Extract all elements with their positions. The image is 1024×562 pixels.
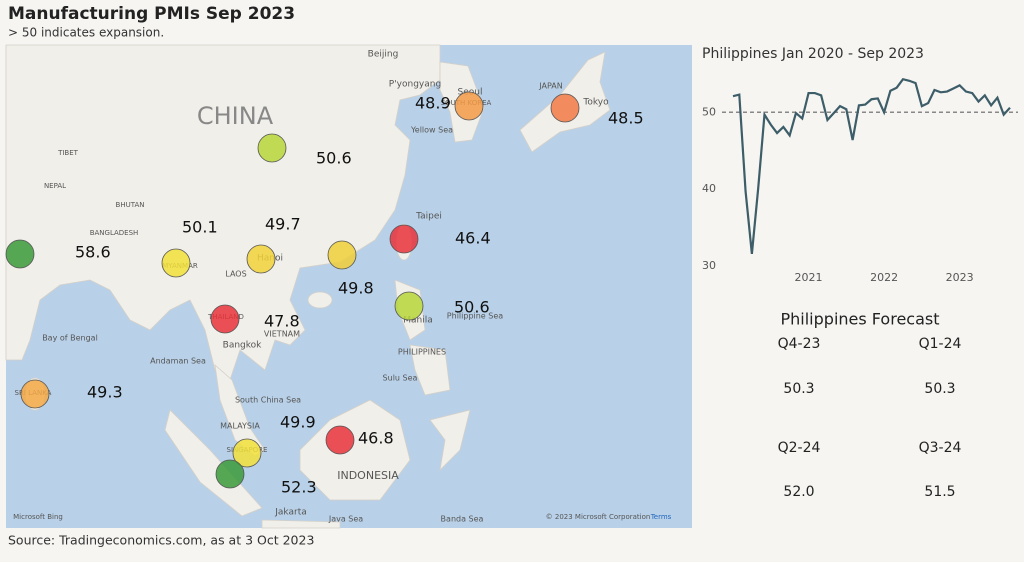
line-chart-title: Philippines Jan 2020 - Sep 2023 [702,46,924,62]
bubble-label: 48.9 [415,94,451,113]
map-label: BHUTAN [116,201,145,209]
bubble-label: 50.6 [316,149,352,168]
forecast-value: 52.0 [783,484,814,500]
map-label: South China Sea [235,396,301,405]
forecast-period: Q4-23 [778,336,821,352]
map-label: Yellow Sea [410,126,453,135]
bubble-label: 49.9 [280,413,316,432]
bubble [161,248,191,278]
forecast-period: Q2-24 [778,440,821,456]
map-label: P'yongyang [389,80,441,90]
bubble [550,93,580,123]
forecast-title: Philippines Forecast [781,310,940,329]
map-label: Taipei [415,212,442,222]
y-tick-label: 30 [702,259,716,272]
bubble-label: 50.1 [182,218,218,237]
forecast-value: 50.3 [783,381,814,397]
map-label: NEPAL [44,182,66,190]
bubble [246,244,276,274]
map-label: Banda Sea [441,515,484,524]
line [732,77,1011,254]
map-label: INDONESIA [337,469,399,482]
bubble-label: 49.8 [338,279,374,298]
forecast-period: Q3-24 [919,440,962,456]
map-label: Beijing [368,50,399,60]
bubble [327,240,357,270]
map-label: Terms [650,513,672,521]
map-label: Bangkok [223,341,263,351]
forecast-value: 51.5 [924,484,955,500]
bubble [215,459,245,489]
title: Manufacturing PMIs Sep 2023 [8,4,295,24]
map-label: VIETNAM [264,330,300,339]
subtitle: > 50 indicates expansion. [8,26,164,40]
bubble-label: 46.4 [455,229,491,248]
bubble [394,291,424,321]
forecast-value: 50.3 [924,381,955,397]
map-label: MALAYSIA [220,422,260,431]
map-label: Tokyo [582,98,609,108]
bubble-label: 52.3 [281,478,317,497]
map-label: TIBET [57,149,79,157]
map-label: Andaman Sea [150,357,206,366]
bubble [389,224,419,254]
map-label: Java Sea [328,515,363,524]
bubble-label: 48.5 [608,109,644,128]
map-label: © 2023 Microsoft Corporation [546,513,651,521]
bubble [20,379,50,409]
map-label: CHINA [197,102,274,130]
map-label: Jakarta [274,508,306,518]
x-tick-label: 2021 [795,271,823,284]
bubble [257,133,287,163]
map-label: Philippine Sea [447,312,503,321]
x-tick-label: 2023 [946,271,974,284]
bubble [210,304,240,334]
bubble [325,425,355,455]
map-label: PHILIPPINES [398,348,446,357]
bubble [454,91,484,121]
x-tick-label: 2022 [870,271,898,284]
bubble [232,438,262,468]
map-label: Manila [403,316,433,326]
y-tick-label: 50 [702,105,716,118]
bubble-label: 46.8 [358,429,394,448]
map-label: Bay of Bengal [42,334,98,343]
y-tick-label: 40 [702,182,716,195]
bubble [5,239,35,269]
map-label: LAOS [225,270,246,279]
forecast: Q4-23 50.3 Q1-24 50.3 Q2-24 52.0 Q3-24 51.5 [778,336,962,500]
map-label: JAPAN [538,82,562,91]
bubble-label: 58.6 [75,243,111,262]
forecast-period: Q1-24 [919,336,962,352]
map-label: Sulu Sea [383,374,418,383]
map-label: BANGLADESH [90,229,139,237]
source: Source: Tradingeconomics.com, as at 3 Oc… [8,533,314,548]
bubble-label: 47.8 [264,312,300,331]
line-chart: 30 40 50 2021 2022 2023 [702,77,1018,284]
bubble-label: 49.3 [87,383,123,402]
bubble-label: 50.6 [454,298,490,317]
map-label: Microsoft Bing [13,513,63,521]
bubble-label: 49.7 [265,215,301,234]
